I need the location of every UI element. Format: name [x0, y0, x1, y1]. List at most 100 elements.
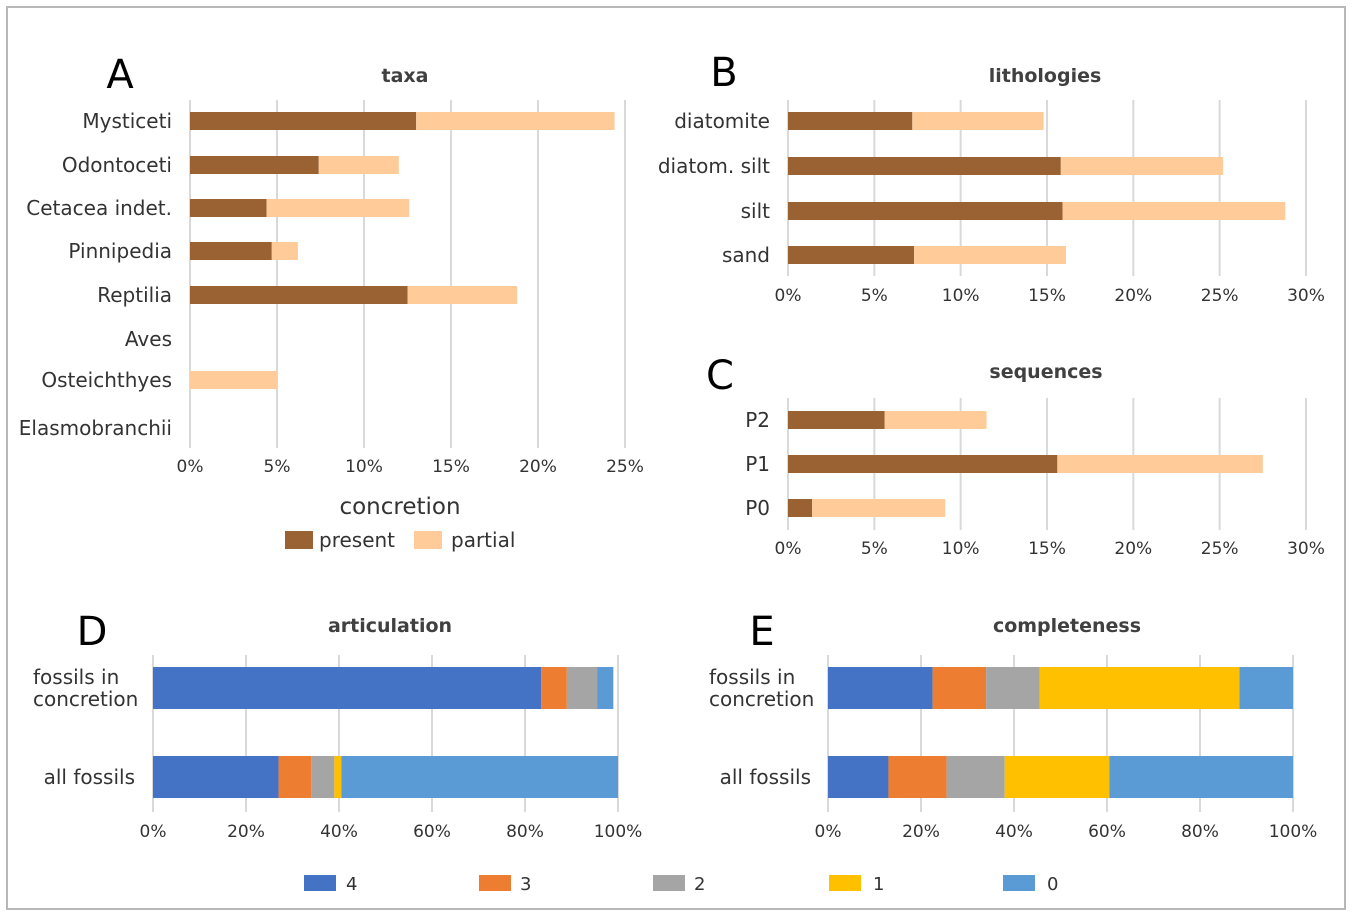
- panel-letter: B: [710, 50, 737, 96]
- bar-present: [788, 499, 813, 517]
- bar-partial: [1060, 157, 1224, 175]
- x-tick-label: 30%: [1287, 539, 1325, 559]
- x-tick-label: 0%: [177, 457, 204, 477]
- category-label: diatomite: [674, 109, 770, 133]
- x-tick-label: 40%: [995, 822, 1033, 842]
- x-tick-label: 20%: [1114, 286, 1152, 306]
- legend-label-4: 4: [346, 874, 357, 895]
- legend-label-present: present: [319, 528, 395, 552]
- x-tick-label: 5%: [861, 539, 888, 559]
- bar-2: [946, 756, 1005, 798]
- legend-title: concretion: [339, 494, 460, 520]
- bar-present: [190, 112, 417, 130]
- category-label: diatom. silt: [658, 154, 770, 178]
- legend-swatch-present: [285, 531, 313, 549]
- category-label: Aves: [125, 327, 172, 351]
- x-tick-label: 5%: [861, 286, 888, 306]
- x-tick-label: 100%: [1269, 822, 1318, 842]
- x-tick-label: 80%: [506, 822, 544, 842]
- legend-label-2: 2: [694, 874, 705, 895]
- bar-0: [1239, 667, 1293, 709]
- x-tick-label: 25%: [1201, 286, 1239, 306]
- x-tick-label: 15%: [432, 457, 470, 477]
- x-tick-label: 20%: [1114, 539, 1152, 559]
- x-tick-label: 15%: [1028, 539, 1066, 559]
- x-tick-label: 30%: [1287, 286, 1325, 306]
- chart-title: completeness: [993, 615, 1141, 637]
- category-label: Reptilia: [97, 283, 172, 307]
- x-tick-label: 5%: [264, 457, 291, 477]
- panel-letter: E: [749, 609, 774, 655]
- bar-partial: [914, 246, 1066, 264]
- category-label: Osteichthyes: [41, 368, 172, 392]
- legend-swatch-2: [653, 875, 685, 891]
- panel-letter: D: [77, 609, 108, 655]
- x-tick-label: 0%: [140, 822, 167, 842]
- category-label: all fossils: [720, 765, 811, 789]
- bar-0: [1109, 756, 1293, 798]
- bar-present: [788, 455, 1058, 473]
- bar-present: [788, 157, 1061, 175]
- category-label: P1: [745, 452, 770, 476]
- bar-1: [1004, 756, 1110, 798]
- chart-title: articulation: [328, 615, 452, 637]
- category-label: P2: [745, 408, 770, 432]
- bar-3: [932, 667, 987, 709]
- x-tick-label: 80%: [1181, 822, 1219, 842]
- bar-present: [788, 246, 915, 264]
- bar-partial: [190, 371, 277, 389]
- bar-3: [888, 756, 947, 798]
- legend-label-3: 3: [520, 874, 531, 895]
- bar-partial: [1062, 202, 1286, 220]
- bar-partial: [271, 242, 298, 260]
- bar-2: [311, 756, 335, 798]
- x-tick-label: 20%: [519, 457, 557, 477]
- bar-partial: [318, 156, 399, 174]
- bar-2: [566, 667, 598, 709]
- x-tick-label: 0%: [815, 822, 842, 842]
- x-tick-label: 20%: [227, 822, 265, 842]
- x-tick-label: 0%: [775, 539, 802, 559]
- bar-4: [153, 756, 279, 798]
- x-tick-label: 60%: [413, 822, 451, 842]
- bar-partial: [416, 112, 615, 130]
- bar-2: [986, 667, 1040, 709]
- bar-present: [788, 202, 1063, 220]
- category-label: concretion: [709, 687, 814, 711]
- category-label: fossils in: [709, 665, 795, 689]
- category-label: concretion: [33, 687, 138, 711]
- legend-label-0: 0: [1047, 874, 1058, 895]
- category-label: Elasmobranchii: [19, 416, 172, 440]
- bar-present: [190, 199, 267, 217]
- category-label: Pinnipedia: [68, 239, 172, 263]
- legend-concretion: concretion present partial: [285, 494, 515, 552]
- bar-present: [190, 156, 319, 174]
- legend-scores: 4 3 2 1 0: [304, 874, 1058, 895]
- bar-partial: [407, 286, 518, 304]
- chart-title: lithologies: [989, 65, 1102, 87]
- x-tick-label: 100%: [594, 822, 643, 842]
- x-tick-label: 0%: [775, 286, 802, 306]
- x-tick-label: 10%: [942, 286, 980, 306]
- legend-swatch-3: [479, 875, 511, 891]
- bar-partial: [266, 199, 410, 217]
- chart-title: sequences: [989, 361, 1102, 383]
- x-tick-label: 25%: [606, 457, 644, 477]
- x-tick-label: 25%: [1201, 539, 1239, 559]
- bar-partial: [884, 411, 987, 429]
- legend-swatch-1: [829, 875, 861, 891]
- legend-swatch-partial: [414, 531, 442, 549]
- bar-3: [278, 756, 312, 798]
- category-label: Mysticeti: [82, 109, 172, 133]
- category-label: P0: [745, 496, 770, 520]
- bar-4: [828, 756, 889, 798]
- figure-frame: [6, 6, 1346, 910]
- bar-present: [190, 242, 272, 260]
- bar-3: [541, 667, 567, 709]
- panel-letter: C: [706, 353, 734, 399]
- bar-present: [190, 286, 408, 304]
- bar-1: [1039, 667, 1240, 709]
